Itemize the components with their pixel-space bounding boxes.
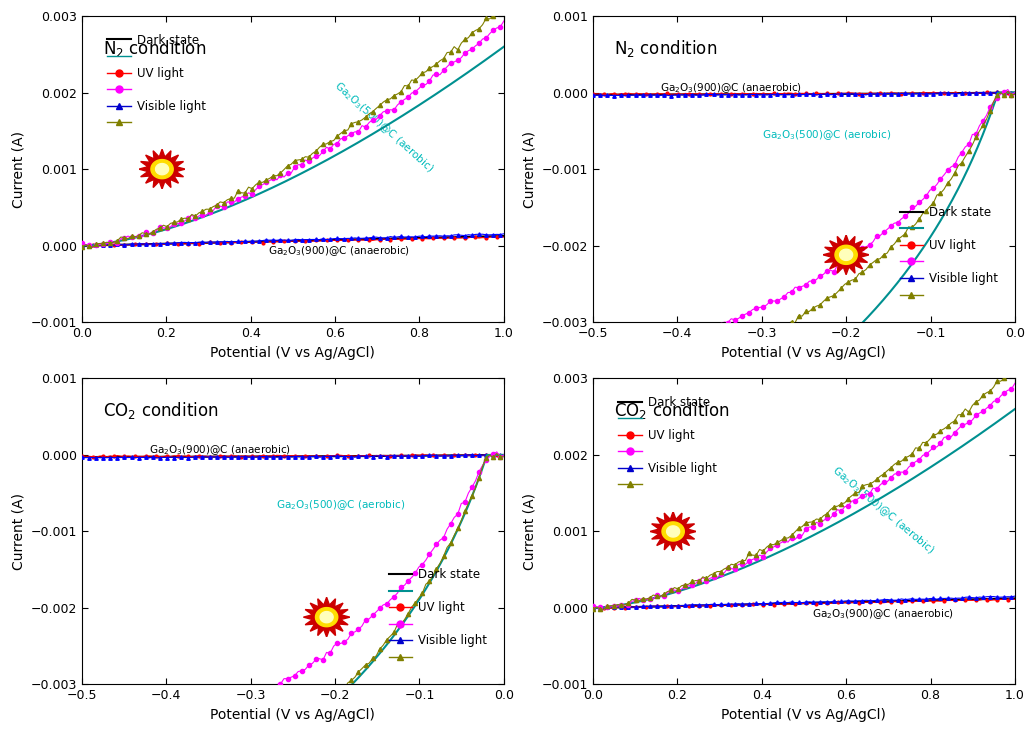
Text: CO$_2$ condition: CO$_2$ condition: [614, 400, 729, 421]
X-axis label: Potential (V vs Ag/AgCl): Potential (V vs Ag/AgCl): [210, 345, 375, 360]
Text: Ga$_2$O$_3$(500)@C (aerobic): Ga$_2$O$_3$(500)@C (aerobic): [330, 78, 436, 175]
Y-axis label: Current (A): Current (A): [11, 130, 25, 207]
Text: Ga$_2$O$_3$(500)@C (aerobic): Ga$_2$O$_3$(500)@C (aerobic): [276, 498, 405, 512]
Y-axis label: Current (A): Current (A): [11, 493, 25, 570]
Text: Ga$_2$O$_3$(900)@C (anaerobic): Ga$_2$O$_3$(900)@C (anaerobic): [149, 443, 291, 457]
Legend: Dark state, , UV light, , Visible light, : Dark state, , UV light, , Visible light,: [386, 566, 489, 666]
X-axis label: Potential (V vs Ag/AgCl): Potential (V vs Ag/AgCl): [721, 708, 887, 722]
X-axis label: Potential (V vs Ag/AgCl): Potential (V vs Ag/AgCl): [210, 708, 375, 722]
Legend: Dark state, , UV light, , Visible light, : Dark state, , UV light, , Visible light,: [615, 394, 719, 494]
Text: N$_2$ condition: N$_2$ condition: [103, 37, 206, 59]
Y-axis label: Current (A): Current (A): [522, 130, 537, 207]
Text: Ga$_2$O$_3$(500)@C (aerobic): Ga$_2$O$_3$(500)@C (aerobic): [829, 463, 937, 557]
Text: Ga$_2$O$_3$(500)@C (aerobic): Ga$_2$O$_3$(500)@C (aerobic): [761, 128, 891, 141]
Text: Ga$_2$O$_3$(900)@C (anaerobic): Ga$_2$O$_3$(900)@C (anaerobic): [267, 245, 409, 258]
Text: CO$_2$ condition: CO$_2$ condition: [103, 400, 219, 421]
X-axis label: Potential (V vs Ag/AgCl): Potential (V vs Ag/AgCl): [721, 345, 887, 360]
Legend: Dark state, , UV light, , Visible light, : Dark state, , UV light, , Visible light,: [897, 204, 1001, 304]
Text: N$_2$ condition: N$_2$ condition: [614, 37, 717, 59]
Text: Ga$_2$O$_3$(900)@C (anaerobic): Ga$_2$O$_3$(900)@C (anaerobic): [661, 81, 803, 95]
Text: Ga$_2$O$_3$(900)@C (anaerobic): Ga$_2$O$_3$(900)@C (anaerobic): [812, 608, 954, 622]
Y-axis label: Current (A): Current (A): [522, 493, 537, 570]
Legend: Dark state, , UV light, , Visible light, : Dark state, , UV light, , Visible light,: [105, 32, 208, 132]
